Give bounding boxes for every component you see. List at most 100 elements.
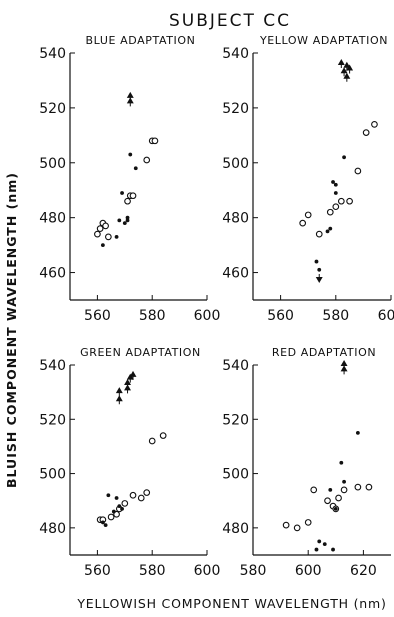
open-circle-point	[293, 524, 301, 532]
filled-dot-point	[114, 234, 119, 239]
x-tick-label: 580	[139, 308, 166, 324]
open-circle-point	[310, 486, 318, 494]
filled-dot-point	[331, 180, 335, 184]
arrow-up-point	[115, 387, 123, 397]
arrow-up-point	[340, 67, 348, 77]
open-circle-point	[102, 222, 109, 230]
panel-green-adaptation: GREEN ADAPTATION 480 500 520 540 560 580 600	[39, 346, 220, 579]
filled-dot-point	[117, 218, 122, 223]
filled-dot-point	[314, 259, 319, 264]
open-circle-point	[365, 483, 373, 491]
y-tick-label: 540	[39, 358, 66, 374]
filled-dot-point	[325, 229, 330, 234]
arrow-down-point	[315, 274, 323, 284]
open-circle-point	[337, 197, 345, 205]
open-circle-point	[143, 156, 151, 164]
arrow-up-point	[340, 365, 348, 375]
open-circle-point	[371, 121, 378, 128]
y-tick-label: 540	[222, 46, 249, 62]
arrow-up-point	[124, 384, 132, 394]
open-circle-point	[324, 497, 331, 505]
y-tick-label: 460	[222, 266, 249, 282]
panel-yellow-adaptation: YELLOW ADAPTATION 460 480 500 520 540 560 580 60…	[222, 34, 394, 324]
open-circle-point	[346, 197, 353, 205]
open-circle-point	[159, 432, 167, 439]
y-tick-label: 500	[222, 467, 249, 483]
filled-dot-point	[333, 191, 338, 195]
y-tick-label: 520	[222, 101, 249, 117]
open-circle-point	[124, 197, 131, 205]
open-circle-point	[299, 219, 307, 227]
x-tick-label: 600	[378, 308, 394, 324]
open-circle-point	[96, 225, 104, 232]
y-tick-label: 520	[39, 101, 66, 117]
open-circle-point	[129, 491, 137, 499]
filled-dot-point	[103, 523, 108, 528]
filled-dot-point	[328, 226, 333, 231]
y-tick-label: 480	[39, 211, 66, 227]
open-circle-point	[354, 167, 362, 175]
panel-title: BLUE ADAPTATION	[86, 34, 196, 47]
arrow-up-point	[115, 395, 123, 405]
filled-dot-point	[328, 487, 333, 492]
filled-dot-point	[355, 430, 360, 435]
y-tick-label: 480	[222, 521, 249, 537]
filled-dot-point	[317, 539, 322, 544]
panel-red-adaptation: RED ADAPTATION 480 500 520 540 580 600 620	[222, 346, 391, 579]
open-circle-point	[315, 230, 323, 238]
figure-title: SUBJECT CC	[169, 11, 291, 31]
open-circle-point	[129, 192, 137, 200]
filled-dot-point	[120, 191, 124, 195]
open-circle-point	[137, 494, 145, 502]
open-circle-point	[354, 483, 362, 491]
panel-title: GREEN ADAPTATION	[80, 346, 201, 359]
filled-dot-point	[128, 152, 133, 157]
filled-dot-point	[120, 506, 124, 511]
open-circle-point	[282, 521, 290, 529]
filled-dot-point	[333, 506, 338, 511]
filled-dot-point	[342, 479, 346, 484]
filled-dot-point	[133, 166, 138, 171]
arrow-up-point	[337, 58, 345, 68]
y-tick-label: 500	[222, 156, 249, 172]
filled-dot-point	[100, 520, 105, 525]
open-circle-point	[121, 500, 129, 507]
x-tick-label: 600	[194, 308, 221, 324]
open-circle-point	[151, 137, 159, 145]
figure-y-label: BLUISH COMPONENT WAVELENGTH (nm)	[4, 172, 19, 488]
open-circle-point	[332, 203, 340, 211]
panel-title: RED ADAPTATION	[272, 346, 376, 359]
open-circle-point	[340, 486, 348, 494]
open-circle-point	[335, 494, 342, 502]
filled-dot-point	[117, 504, 122, 509]
filled-dot-point	[106, 493, 111, 498]
filled-dot-point	[333, 182, 338, 187]
open-circle-point	[94, 230, 101, 238]
x-tick-label: 560	[84, 308, 111, 324]
filled-dot-point	[339, 460, 344, 465]
open-circle-point	[326, 208, 334, 216]
x-tick-label: 620	[350, 563, 377, 579]
x-tick-label: 580	[322, 308, 349, 324]
open-circle-point	[143, 489, 151, 496]
open-circle-point	[304, 519, 312, 526]
open-circle-point	[107, 513, 115, 521]
y-tick-label: 480	[39, 521, 66, 537]
filled-dot-point	[122, 221, 127, 226]
y-tick-label: 480	[222, 211, 249, 227]
filled-dot-point	[114, 496, 119, 500]
filled-dot-point	[317, 267, 322, 272]
filled-dot-point	[111, 509, 116, 514]
filled-dot-point	[342, 155, 346, 160]
y-tick-label: 500	[39, 467, 66, 483]
y-tick-label: 540	[39, 46, 66, 62]
y-tick-label: 520	[222, 412, 249, 428]
x-tick-label: 580	[240, 563, 267, 579]
filled-dot-point	[125, 218, 130, 223]
x-tick-label: 580	[139, 563, 166, 579]
y-tick-label: 520	[39, 412, 66, 428]
y-tick-label: 540	[222, 358, 249, 374]
x-tick-label: 600	[295, 563, 322, 579]
arrow-up-point	[124, 379, 132, 388]
